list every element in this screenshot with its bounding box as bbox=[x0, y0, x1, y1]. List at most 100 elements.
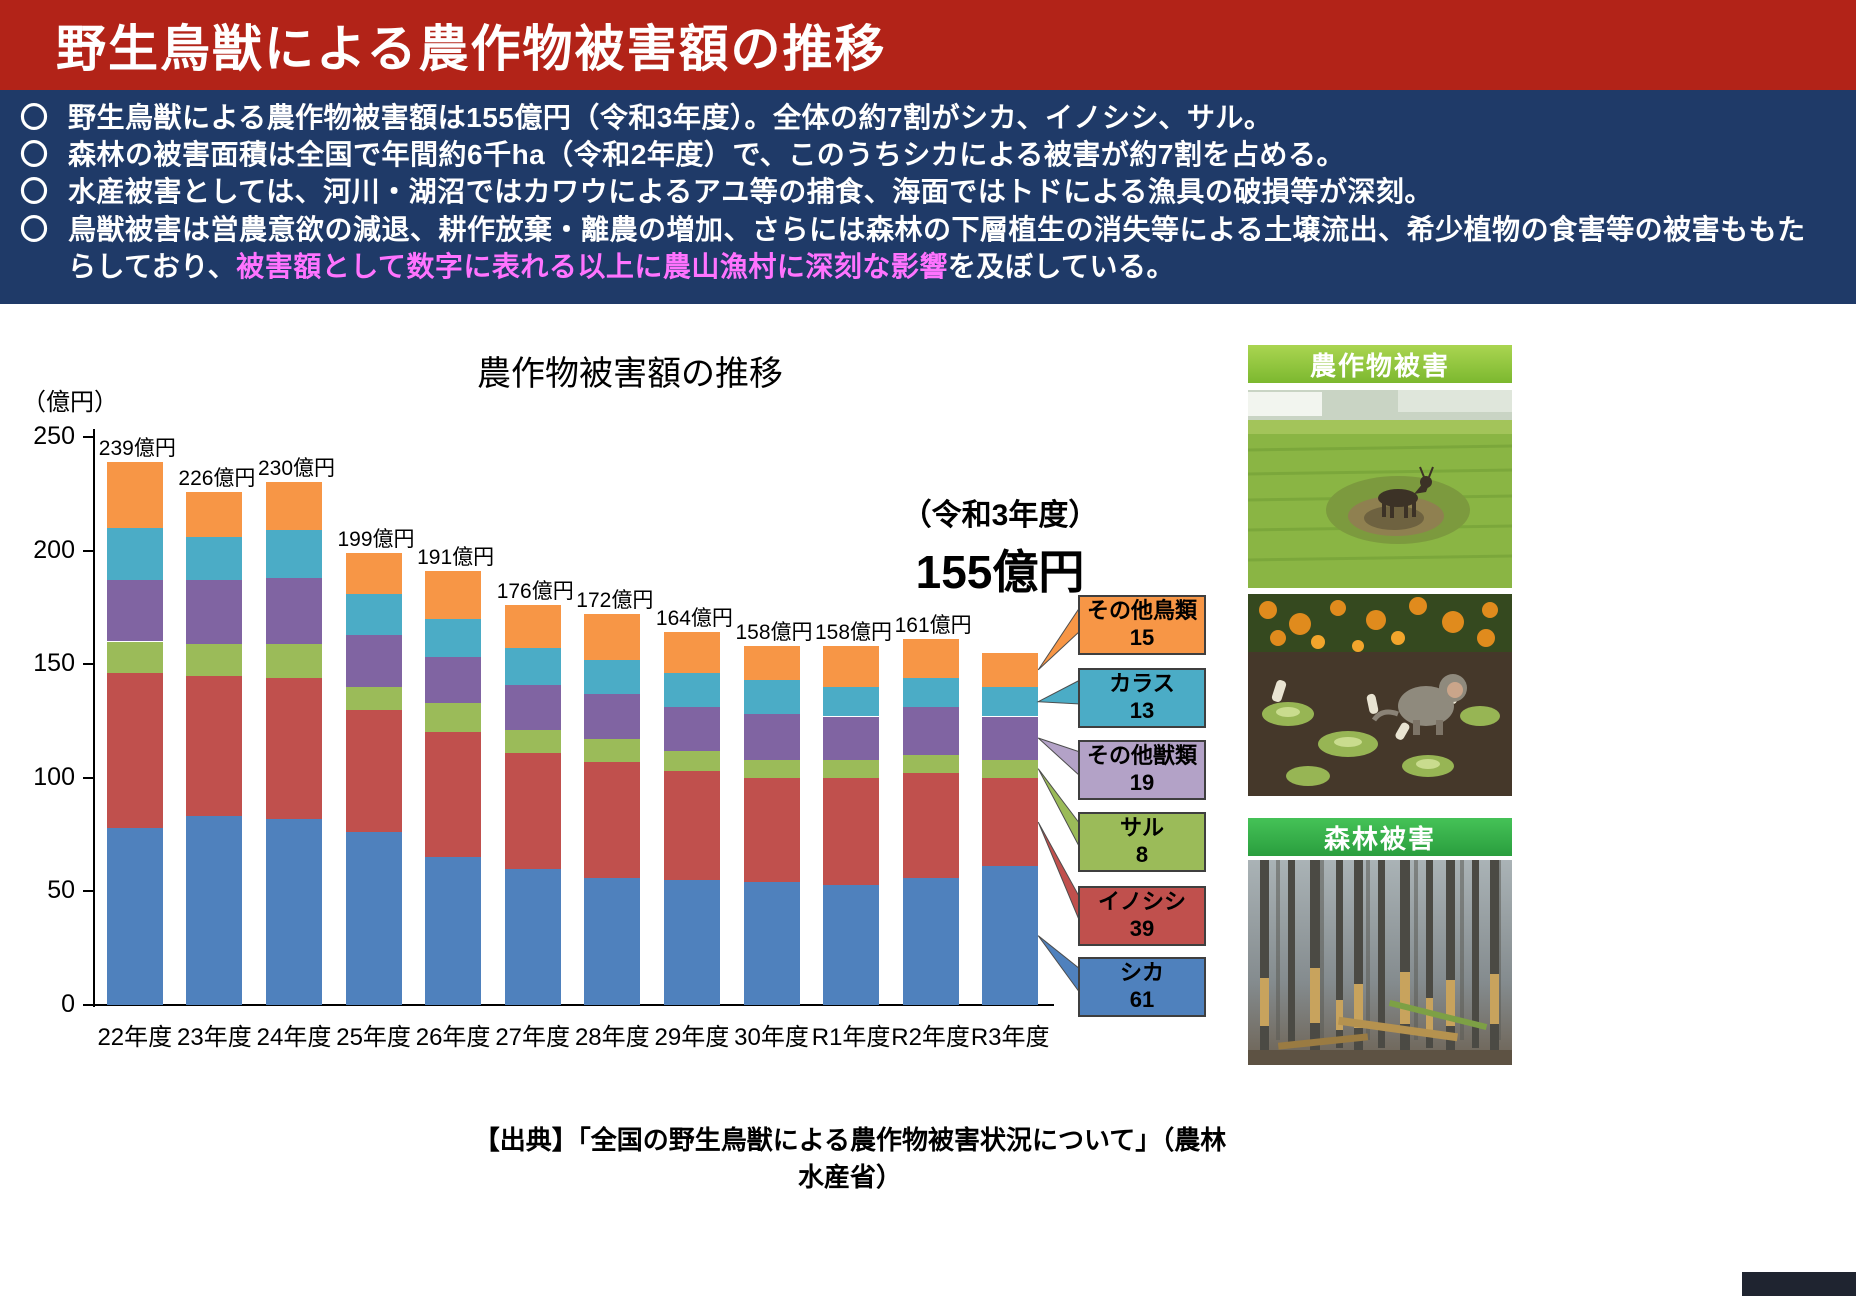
bar-segment-サル bbox=[425, 702, 482, 733]
bullet-marker: 〇 bbox=[20, 139, 49, 171]
bar-segment-その他獣類 bbox=[106, 580, 163, 642]
bar-segment-カラス bbox=[504, 648, 561, 685]
bar-segment-イノシシ bbox=[663, 771, 720, 881]
bar-segment-サル bbox=[902, 755, 959, 774]
bar-segment-イノシシ bbox=[982, 777, 1039, 867]
bar-segment-その他鳥類 bbox=[425, 571, 482, 619]
legend-box-その他鳥類: その他鳥類 15 bbox=[1078, 595, 1206, 655]
bar-segment-サル bbox=[345, 686, 402, 710]
bar-segment-その他獣類 bbox=[743, 714, 800, 760]
bullet-marker: 〇 bbox=[20, 176, 49, 208]
bar-segment-シカ bbox=[823, 884, 879, 1005]
bar-segment-その他獣類 bbox=[345, 634, 402, 687]
bar-total-label: 239億円 bbox=[98, 437, 176, 460]
bar-segment-カラス bbox=[743, 680, 800, 715]
x-axis-line bbox=[93, 1004, 1054, 1006]
x-axis-category-label: 24年度 bbox=[256, 1024, 332, 1051]
x-axis-category-label: 27年度 bbox=[495, 1024, 571, 1051]
monkey-in-field-image bbox=[1248, 594, 1512, 796]
bar-total-label: 172億円 bbox=[576, 589, 654, 613]
bar-segment-サル bbox=[823, 759, 879, 778]
bar-segment-サル bbox=[663, 750, 720, 771]
legend-name: カラス bbox=[1109, 671, 1175, 697]
bullet-text-highlight: 被害額として数字に表れる以上に農山漁村に深刻な影響 bbox=[236, 250, 948, 282]
legend-box-カラス: カラス 13 bbox=[1078, 668, 1206, 728]
bar-segment-カラス bbox=[823, 686, 879, 717]
legend-value: 61 bbox=[1129, 987, 1155, 1012]
bar-segment-イノシシ bbox=[425, 732, 482, 858]
legend-value: 8 bbox=[1135, 842, 1149, 867]
bar-segment-カラス bbox=[186, 537, 243, 581]
bar-segment-サル bbox=[266, 643, 322, 678]
chart-title: 農作物被害額の推移 bbox=[477, 355, 783, 393]
bar-segment-サル bbox=[584, 739, 641, 762]
x-axis-category-label: 29年度 bbox=[654, 1024, 730, 1051]
bar-segment-サル bbox=[186, 643, 243, 676]
annotation-value: 155億円 bbox=[915, 546, 1085, 598]
bar-total-label: 158億円 bbox=[735, 621, 813, 644]
intro-block: 〇 野生鳥獣による農作物被害額は155億円（令和3年度）。全体の約7割がシカ、イ… bbox=[0, 90, 1856, 304]
bar-segment-その他獣類 bbox=[266, 577, 322, 644]
crop-damage-label: 農作物被害 bbox=[1248, 345, 1512, 383]
bar-segment-その他獣類 bbox=[584, 693, 641, 740]
bar-segment-イノシシ bbox=[345, 709, 402, 833]
bar-segment-その他獣類 bbox=[425, 657, 482, 703]
bar-segment-イノシシ bbox=[743, 777, 800, 883]
y-axis-tick-label: 150 bbox=[33, 649, 75, 678]
intro-bullet: 〇 野生鳥獣による農作物被害額は155億円（令和3年度）。全体の約7割がシカ、イ… bbox=[20, 99, 1830, 136]
bar-total-label: 176億円 bbox=[496, 580, 574, 604]
bar-segment-カラス bbox=[584, 659, 641, 694]
bar-segment-カラス bbox=[902, 677, 959, 708]
bar-segment-イノシシ bbox=[266, 677, 322, 819]
bar-segment-イノシシ bbox=[584, 761, 641, 878]
bar-segment-シカ bbox=[186, 816, 243, 1005]
bar-segment-カラス bbox=[982, 686, 1039, 717]
bar-total-label: 191億円 bbox=[417, 546, 495, 569]
bar-segment-イノシシ bbox=[186, 675, 243, 817]
bar-total-label: 226億円 bbox=[178, 466, 256, 490]
y-axis-tick-mark bbox=[83, 663, 93, 666]
bar-segment-シカ bbox=[982, 866, 1039, 1005]
y-axis-tick-mark bbox=[83, 1004, 93, 1006]
bar-segment-その他獣類 bbox=[663, 707, 720, 751]
x-axis-category-label: 28年度 bbox=[574, 1024, 650, 1051]
forest-damage-photo bbox=[1248, 860, 1512, 1065]
bar-segment-カラス bbox=[425, 618, 482, 658]
bar-segment-シカ bbox=[106, 827, 163, 1005]
y-axis-tick-label: 100 bbox=[33, 762, 75, 791]
bullet-text: 水産被害としては、河川・湖沼ではカワウによるアユ等の捕食、海面ではトドによる漁具… bbox=[68, 176, 1433, 208]
bar-total-label: 199億円 bbox=[337, 527, 415, 551]
deer-in-rice-field-image bbox=[1248, 390, 1512, 588]
monkey-silhouette bbox=[1371, 674, 1467, 735]
bar-segment-その他鳥類 bbox=[902, 639, 959, 678]
legend-value: 39 bbox=[1129, 916, 1155, 941]
intro-bullet: 〇 鳥獣被害は営農意欲の減退、耕作放棄・離農の増加、さらには森林の下層植生の消失… bbox=[20, 211, 1830, 285]
page-title: 野生鳥獣による農作物被害額の推移 bbox=[56, 21, 887, 77]
y-axis-tick-mark bbox=[83, 776, 93, 779]
x-axis-category-label: 26年度 bbox=[415, 1024, 491, 1051]
legend-value: 15 bbox=[1129, 625, 1155, 650]
bar-total-label: 230億円 bbox=[258, 457, 336, 481]
bar-segment-シカ bbox=[504, 868, 561, 1005]
bar-segment-その他獣類 bbox=[186, 580, 243, 644]
bullet-text-after: を及ぼしている。 bbox=[947, 250, 1176, 282]
bar-segment-シカ bbox=[902, 877, 959, 1005]
bar-segment-その他鳥類 bbox=[504, 605, 561, 649]
bar-segment-イノシシ bbox=[823, 777, 879, 885]
x-axis-category-label: 25年度 bbox=[336, 1024, 411, 1051]
bar-segment-シカ bbox=[743, 882, 800, 1005]
legend-name: シカ bbox=[1119, 960, 1164, 986]
x-axis-category-label: 30年度 bbox=[734, 1024, 809, 1051]
intro-bullet: 〇 水産被害としては、河川・湖沼ではカワウによるアユ等の捕食、海面ではトドによる… bbox=[20, 173, 1830, 210]
source-citation: 【出典】「全国の野生鳥獣による農作物被害状況について」（農林水産省） bbox=[473, 1125, 1227, 1192]
y-axis-tick-label: 200 bbox=[33, 535, 75, 564]
legend-value: 13 bbox=[1129, 698, 1155, 723]
legend-box-その他獣類: その他獣類 19 bbox=[1078, 740, 1206, 800]
legend-box-サル: サル 8 bbox=[1078, 812, 1206, 872]
bullet-marker: 〇 bbox=[20, 102, 49, 133]
bar-segment-サル bbox=[982, 759, 1039, 778]
x-axis-category-label: R1年度 bbox=[811, 1024, 891, 1051]
bar-segment-イノシシ bbox=[504, 752, 561, 869]
bar-segment-カラス bbox=[345, 593, 402, 635]
